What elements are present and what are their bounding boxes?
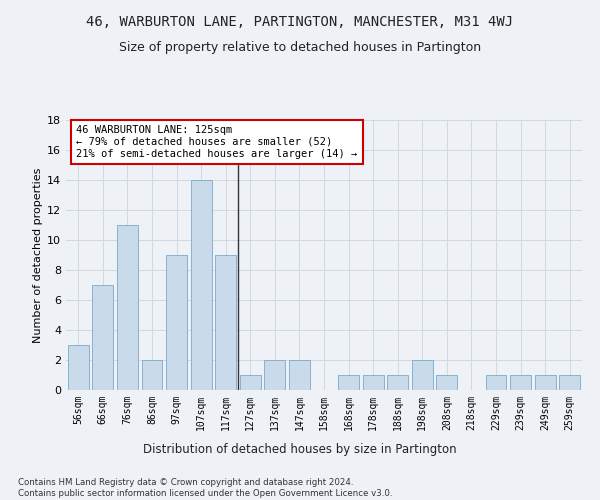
Bar	[559, 375, 580, 390]
Bar	[117, 225, 138, 390]
Bar	[92, 285, 113, 390]
Bar	[387, 375, 408, 390]
Bar	[166, 255, 187, 390]
Bar	[412, 360, 433, 390]
Bar	[510, 375, 531, 390]
Text: Distribution of detached houses by size in Partington: Distribution of detached houses by size …	[143, 442, 457, 456]
Bar	[215, 255, 236, 390]
Text: Size of property relative to detached houses in Partington: Size of property relative to detached ho…	[119, 41, 481, 54]
Bar	[535, 375, 556, 390]
Bar	[265, 360, 286, 390]
Bar	[142, 360, 163, 390]
Text: 46, WARBURTON LANE, PARTINGTON, MANCHESTER, M31 4WJ: 46, WARBURTON LANE, PARTINGTON, MANCHEST…	[86, 15, 514, 29]
Bar	[289, 360, 310, 390]
Bar	[485, 375, 506, 390]
Text: 46 WARBURTON LANE: 125sqm
← 79% of detached houses are smaller (52)
21% of semi-: 46 WARBURTON LANE: 125sqm ← 79% of detac…	[76, 126, 358, 158]
Bar	[338, 375, 359, 390]
Bar	[191, 180, 212, 390]
Y-axis label: Number of detached properties: Number of detached properties	[33, 168, 43, 342]
Bar	[68, 345, 89, 390]
Text: Contains HM Land Registry data © Crown copyright and database right 2024.
Contai: Contains HM Land Registry data © Crown c…	[18, 478, 392, 498]
Bar	[362, 375, 383, 390]
Bar	[436, 375, 457, 390]
Bar	[240, 375, 261, 390]
